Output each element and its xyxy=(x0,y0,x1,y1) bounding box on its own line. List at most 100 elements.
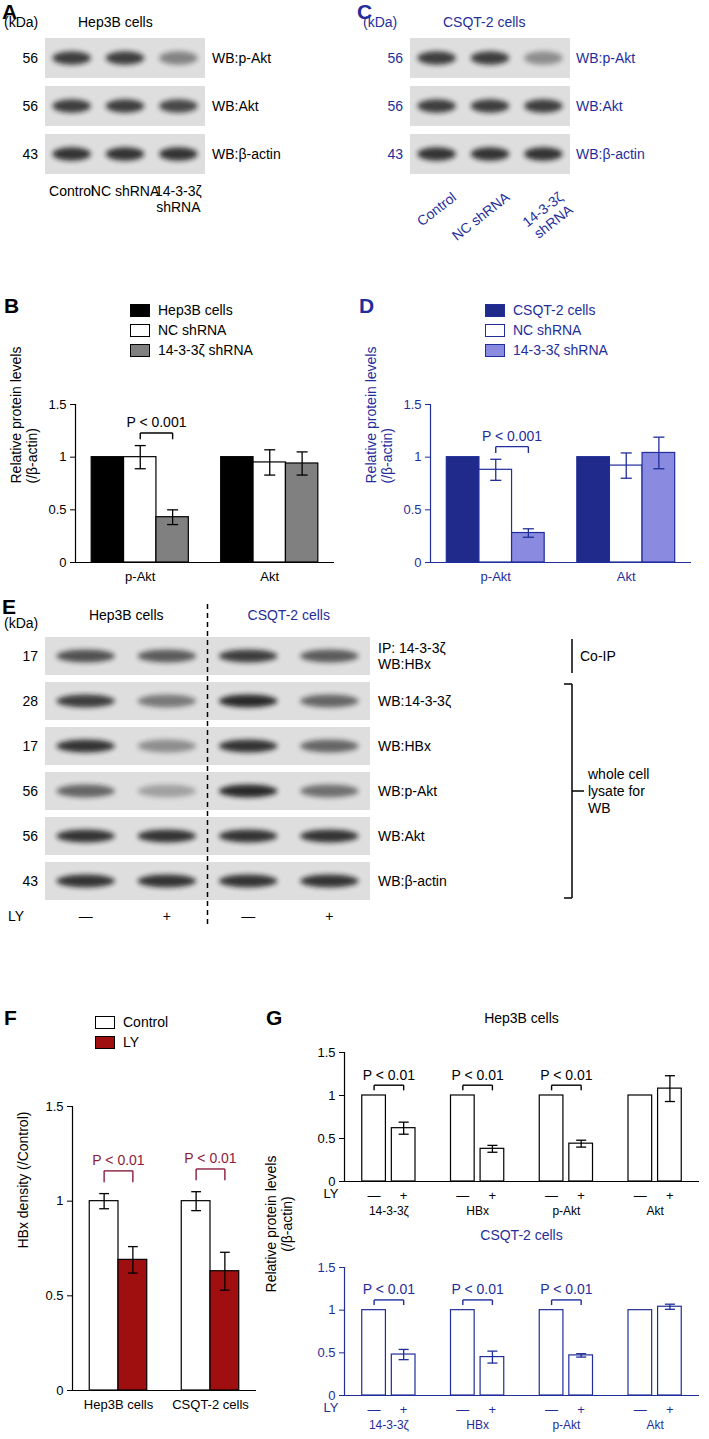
svg-text:LY: LY xyxy=(324,1186,339,1201)
svg-text:0.5: 0.5 xyxy=(317,1345,335,1360)
svg-text:56: 56 xyxy=(22,783,38,799)
svg-text:CSQT-2 cells: CSQT-2 cells xyxy=(248,607,330,623)
svg-text:IP: 14-3-3ζWB:HBx: IP: 14-3-3ζWB:HBx xyxy=(378,640,446,672)
svg-text:Hep3B cells: Hep3B cells xyxy=(84,1397,154,1412)
svg-text:P < 0.001: P < 0.001 xyxy=(126,414,186,430)
svg-text:WB:Akt: WB:Akt xyxy=(576,98,623,114)
svg-text:P < 0.01: P < 0.01 xyxy=(451,1067,504,1083)
svg-text:Akt: Akt xyxy=(260,569,279,584)
svg-text:—: — xyxy=(545,1402,558,1417)
svg-text:whole celllysate forWB: whole celllysate forWB xyxy=(587,766,649,816)
svg-text:WB:β-actin: WB:β-actin xyxy=(576,146,645,162)
svg-text:WB:Akt: WB:Akt xyxy=(212,98,259,114)
svg-text:0: 0 xyxy=(59,555,66,570)
svg-text:—: — xyxy=(368,1188,381,1203)
svg-text:P < 0.01: P < 0.01 xyxy=(363,1067,416,1083)
svg-text:—: — xyxy=(634,1188,647,1203)
svg-text:Akt: Akt xyxy=(617,569,636,584)
svg-text:Akt: Akt xyxy=(646,1204,664,1218)
svg-text:P < 0.01: P < 0.01 xyxy=(184,1150,237,1166)
svg-text:p-Akt: p-Akt xyxy=(125,569,156,584)
svg-text:—: — xyxy=(241,908,255,924)
svg-text:LY: LY xyxy=(324,1400,339,1415)
svg-text:1.5: 1.5 xyxy=(317,1260,335,1275)
svg-text:14-3-3ζ: 14-3-3ζ xyxy=(369,1418,410,1432)
svg-text:WB:14-3-3ζ: WB:14-3-3ζ xyxy=(378,693,451,709)
svg-text:p-Akt: p-Akt xyxy=(481,569,512,584)
svg-text:+: + xyxy=(325,908,333,924)
svg-text:0.5: 0.5 xyxy=(45,1288,63,1303)
svg-text:P < 0.001: P < 0.001 xyxy=(482,428,542,444)
svg-text:43: 43 xyxy=(387,146,403,162)
svg-text:—: — xyxy=(456,1402,469,1417)
svg-text:WB:β-actin: WB:β-actin xyxy=(212,146,281,162)
svg-text:Control: Control xyxy=(49,183,94,199)
svg-text:P < 0.01: P < 0.01 xyxy=(540,1067,593,1083)
svg-text:Akt: Akt xyxy=(646,1418,664,1432)
svg-text:—: — xyxy=(545,1188,558,1203)
svg-text:WB:p-Akt: WB:p-Akt xyxy=(576,50,635,66)
svg-text:WB:p-Akt: WB:p-Akt xyxy=(378,783,437,799)
svg-text:0.5: 0.5 xyxy=(48,502,66,517)
svg-text:0: 0 xyxy=(414,555,421,570)
svg-text:CSQT-2 cells: CSQT-2 cells xyxy=(172,1397,249,1412)
svg-text:1.5: 1.5 xyxy=(45,1099,63,1114)
svg-text:HBx density (/Control): HBx density (/Control) xyxy=(15,1112,31,1249)
svg-text:+: + xyxy=(489,1402,497,1417)
svg-text:56: 56 xyxy=(387,50,403,66)
svg-text:14-3-3ζshRNA: 14-3-3ζshRNA xyxy=(519,188,576,242)
svg-text:56: 56 xyxy=(22,50,38,66)
svg-text:Relative protein levels(/β-act: Relative protein levels(/β-actin) xyxy=(363,347,395,484)
svg-text:28: 28 xyxy=(22,693,38,709)
svg-text:WB:HBx: WB:HBx xyxy=(378,738,431,754)
svg-text:P < 0.01: P < 0.01 xyxy=(363,1281,416,1297)
svg-text:17: 17 xyxy=(22,648,38,664)
svg-text:1.5: 1.5 xyxy=(403,397,421,412)
svg-text:Hep3B cells: Hep3B cells xyxy=(89,607,164,623)
svg-text:+: + xyxy=(577,1188,585,1203)
svg-text:Co-IP: Co-IP xyxy=(580,648,616,664)
svg-text:+: + xyxy=(577,1402,585,1417)
svg-text:—: — xyxy=(79,908,93,924)
svg-text:1: 1 xyxy=(328,1302,335,1317)
svg-text:0.5: 0.5 xyxy=(403,502,421,517)
svg-text:43: 43 xyxy=(22,146,38,162)
svg-text:Relative protein levels(/β-act: Relative protein levels(/β-actin) xyxy=(8,347,40,484)
svg-text:14-3-3ζ: 14-3-3ζ xyxy=(369,1204,410,1218)
svg-text:1: 1 xyxy=(59,449,66,464)
svg-text:56: 56 xyxy=(22,98,38,114)
svg-text:Control: Control xyxy=(414,189,459,229)
svg-text:1: 1 xyxy=(328,1088,335,1103)
svg-text:1.5: 1.5 xyxy=(48,397,66,412)
svg-text:—: — xyxy=(634,1402,647,1417)
svg-text:Hep3B cells: Hep3B cells xyxy=(78,14,153,30)
svg-text:+: + xyxy=(666,1188,674,1203)
svg-text:WB:β-actin: WB:β-actin xyxy=(378,873,447,889)
svg-text:p-Akt: p-Akt xyxy=(552,1418,581,1432)
svg-text:NC shRNA: NC shRNA xyxy=(449,188,513,243)
svg-text:56: 56 xyxy=(387,98,403,114)
svg-text:P < 0.01: P < 0.01 xyxy=(540,1281,593,1297)
svg-text:43: 43 xyxy=(22,873,38,889)
svg-text:+: + xyxy=(400,1402,408,1417)
svg-text:Relative protein levels(/β-act: Relative protein levels(/β-actin) xyxy=(263,1156,295,1293)
svg-text:+: + xyxy=(400,1188,408,1203)
svg-text:+: + xyxy=(489,1188,497,1203)
svg-text:0: 0 xyxy=(56,1383,63,1398)
svg-text:17: 17 xyxy=(22,738,38,754)
svg-text:56: 56 xyxy=(22,828,38,844)
svg-text:P < 0.01: P < 0.01 xyxy=(451,1281,504,1297)
svg-text:1.5: 1.5 xyxy=(317,1045,335,1060)
svg-text:+: + xyxy=(666,1402,674,1417)
svg-text:P < 0.01: P < 0.01 xyxy=(92,1152,145,1168)
svg-text:HBx: HBx xyxy=(466,1204,489,1218)
svg-text:LY: LY xyxy=(8,908,25,924)
svg-text:0.5: 0.5 xyxy=(317,1131,335,1146)
svg-text:1: 1 xyxy=(414,449,421,464)
svg-text:WB:Akt: WB:Akt xyxy=(378,828,425,844)
svg-text:WB:p-Akt: WB:p-Akt xyxy=(212,50,271,66)
svg-text:+: + xyxy=(163,908,171,924)
svg-text:—: — xyxy=(456,1188,469,1203)
svg-text:HBx: HBx xyxy=(466,1418,489,1432)
svg-text:CSQT-2 cells: CSQT-2 cells xyxy=(443,14,525,30)
